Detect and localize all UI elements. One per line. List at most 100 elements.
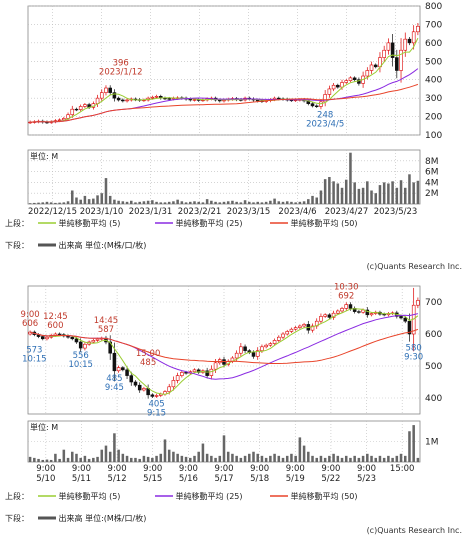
volume-bar [58,202,61,204]
volume-bar [315,457,318,462]
volume-bar [108,195,112,204]
y-tick-label: 700 [425,20,442,30]
price-annotation: 9:30 [404,352,423,362]
volume-bar [336,455,340,462]
volume-bar [125,201,129,204]
volume-bar [163,439,167,462]
volume-bar [37,458,40,462]
candle-body [327,88,332,95]
volume-bar [403,455,407,462]
volume-bar [172,201,175,204]
volume-bar [231,453,234,462]
candle-body [99,92,104,99]
candle-body [95,338,100,341]
volume-bar [218,455,222,462]
legend-upper-label: 上段： [5,219,29,228]
legend-volume-label-2: 出来高 単位:(M株/口/枚) [58,514,147,523]
volume-bar [167,449,171,462]
volume-bar [340,187,344,204]
volume-bar [96,456,99,462]
volume-bar [357,457,361,462]
y-tick-label: 600 [425,330,442,340]
volume-bar [33,202,36,204]
volume-bar [87,199,91,204]
candle-body [125,99,129,102]
candle-body [150,394,155,397]
x-tick-label: 2022/12/15 [28,207,77,217]
candle-body [188,98,193,101]
volume-bar [142,201,146,204]
volume-bar [353,182,356,204]
x-tick-date: 5/18 [250,474,269,484]
candle-body [45,336,49,340]
price-annotation: 587 [98,325,114,335]
candle-body [234,352,239,359]
volume-bar [260,455,264,462]
candle-body [116,97,121,101]
volume-bar [100,193,104,204]
volume-bar [412,425,415,462]
volume-bar [210,200,213,204]
volume-bar [70,451,74,462]
volume-bar [302,445,306,462]
volume-bar [336,183,340,204]
candle-body [66,114,70,119]
x-tick-time: 9:00 [286,464,305,474]
volume-bar [252,202,255,204]
volume-bar [167,201,171,204]
x-tick-label: 2023/5/23 [374,207,418,217]
candle-body [218,99,222,102]
x-tick-time: 9:00 [321,464,340,474]
price-annotation: 692 [338,292,354,302]
volume-bar [395,187,399,204]
volume-bar [264,457,268,462]
volume-bar [193,455,196,462]
price-annotation: 580 [406,343,422,353]
volume-bar [130,457,133,462]
candle-body [78,341,83,349]
volume-bar [134,202,137,204]
volume-bar [28,203,32,204]
volume-bar [273,198,276,204]
volume-bar [83,195,87,204]
price-annotation: 606 [22,319,38,329]
volume-bar [332,453,335,462]
volume-bar [416,180,420,204]
candle-body [323,314,327,317]
x-tick-time: 9:00 [250,464,269,474]
candle-body [403,38,408,51]
volume-bar [130,200,133,204]
volume-bar [264,201,268,204]
candle-body [129,375,134,383]
candle-body [365,309,370,316]
volume-bar [311,195,314,204]
daily-legend-lower: 下段： 出来高 単位:(M株/口/枚) [0,238,474,253]
volume-bar [92,457,95,462]
candle-body [344,304,349,309]
price-annotation: 9:00 [21,310,40,320]
volume-bar [180,201,184,204]
volume-bar [370,190,373,204]
candle-body [407,320,412,335]
volume-bar [205,453,209,462]
legend-ma50: 単純移動平均 (50) [270,216,358,231]
ma25-swatch [155,222,173,224]
candle-body [108,341,112,354]
price-annotation: 10:30 [334,283,359,293]
candle-body [167,386,171,392]
volume-bar [319,455,323,462]
volume-bar [28,456,32,462]
candle-body [108,87,112,93]
volume-bar [226,451,230,462]
x-tick-time: 9:00 [108,464,127,474]
price-annotation: 248 [317,111,333,121]
y-tick-label: 400 [425,76,442,86]
volume-bar [180,455,184,462]
candle-body [112,352,117,372]
candle-body [331,84,336,90]
candle-body [285,331,290,335]
volume-bar [62,202,66,204]
